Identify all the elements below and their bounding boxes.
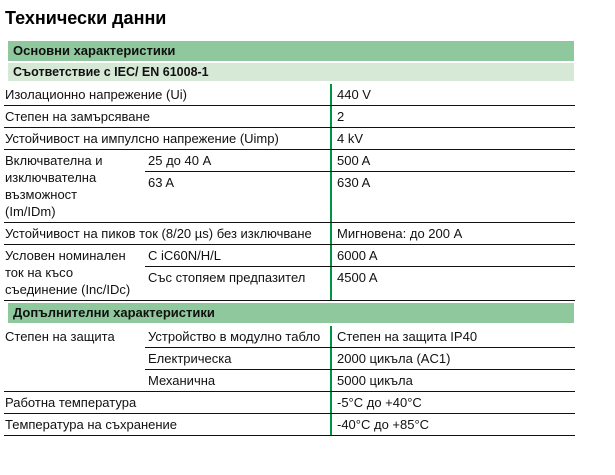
row-label: Степен на замърсяване <box>5 109 150 124</box>
table-row: Температура на съхранение -40°C до +85°C <box>4 414 575 436</box>
page-title: Технически данни <box>5 8 167 28</box>
table-row: Степен на защита Устройство в модулно таб… <box>4 326 575 392</box>
subrow-label: С iC60N/H/L <box>148 248 221 263</box>
row-value: 2 <box>330 106 575 127</box>
row-label: Температура на съхранение <box>5 417 178 432</box>
table-subrow: Със стопяем предпазител 4500 A <box>145 266 575 300</box>
table-subrow: Електрическа 2000 цикъла (AC1) <box>145 347 575 369</box>
table-subrow: С iC60N/H/L 6000 A <box>145 245 575 266</box>
subrow-value: 630 A <box>330 172 575 222</box>
table-row: Включвателна и изключвателна възможност … <box>4 150 575 223</box>
table-subrow: Устройство в модулно табло Степен на защи… <box>145 326 575 347</box>
table-row: Степен на замърсяване 2 <box>4 106 575 128</box>
row-label: Работна температура <box>5 395 137 410</box>
section-0: Основни характеристики Съответствие с IEC… <box>4 41 615 301</box>
table-subrow: 63 A 630 A <box>145 171 575 222</box>
subrow-value: 6000 A <box>330 245 575 266</box>
subrow-group: Устройство в модулно табло Степен на защи… <box>145 326 575 391</box>
table-row: Работна температура -5°C до +40°C <box>4 392 575 414</box>
subrow-label: Устройство в модулно табло <box>148 329 321 344</box>
table-row: Изолационно напрежение (Ui) 440 V <box>4 84 575 106</box>
subrow-value: 5000 цикъла <box>330 370 575 391</box>
subrow-label: 25 до 40 A <box>148 153 212 168</box>
subrow-value: 2000 цикъла (AC1) <box>330 348 575 369</box>
subrow-label: 63 A <box>148 175 175 190</box>
row-label: Изолационно напрежение (Ui) <box>5 87 187 102</box>
sections-container: Основни характеристики Съответствие с IEC… <box>4 41 615 436</box>
row-label: Устойчивост на импулсно напрежение (Uimp… <box>5 131 279 146</box>
section-rows: Изолационно напрежение (Ui) 440 V Степен н… <box>4 84 575 301</box>
subrow-value: 500 A <box>330 150 575 171</box>
row-value: 440 V <box>330 84 575 105</box>
table-row: Устойчивост на импулсно напрежение (Uimp… <box>4 128 575 150</box>
subrow-group: С iC60N/H/L 6000 A Със стопяем предпазител… <box>145 245 575 300</box>
section-1: Допълнителни характеристики Степен на защ… <box>4 303 615 436</box>
row-label: Условен номинален ток на късо съединение… <box>5 248 131 297</box>
subrow-label: Електрическа <box>148 351 232 366</box>
row-value: Мигновена: до 200 A <box>330 223 575 244</box>
subrow-group: 25 до 40 A 500 A 63 A 630 A <box>145 150 575 222</box>
table-row: Условен номинален ток на късо съединение… <box>4 245 575 301</box>
row-value: 4 kV <box>330 128 575 149</box>
subrow-label: Механична <box>148 373 216 388</box>
row-value: -40°C до +85°C <box>330 414 575 435</box>
row-label: Устойчивост на пиков ток (8/20 µs) без и… <box>5 226 312 241</box>
section-rows: Степен на защита Устройство в модулно таб… <box>4 326 575 436</box>
subrow-value: Степен на защита IP40 <box>330 326 575 347</box>
subrow-label: Със стопяем предпазител <box>148 270 306 285</box>
table-subrow: Механична 5000 цикъла <box>145 369 575 391</box>
row-label: Степен на защита <box>5 329 115 344</box>
section-header: Основни характеристики <box>8 41 574 61</box>
row-value: -5°C до +40°C <box>330 392 575 413</box>
table-row: Устойчивост на пиков ток (8/20 µs) без и… <box>4 223 575 245</box>
section-subheader: Съответствие с IEC/ EN 61008-1 <box>8 63 574 81</box>
table-subrow: 25 до 40 A 500 A <box>145 150 575 171</box>
row-label: Включвателна и изключвателна възможност … <box>5 153 103 219</box>
section-header: Допълнителни характеристики <box>8 303 574 323</box>
subrow-value: 4500 A <box>330 267 575 300</box>
